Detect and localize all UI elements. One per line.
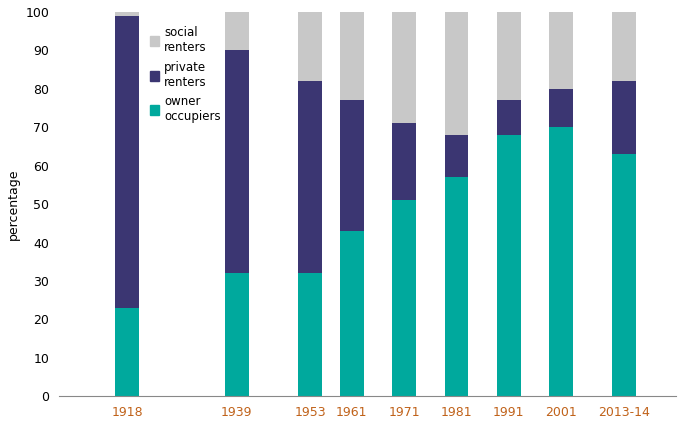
Bar: [549, 127, 573, 396]
Bar: [393, 12, 416, 124]
Bar: [445, 177, 469, 396]
Bar: [298, 12, 322, 81]
Bar: [340, 101, 363, 231]
Bar: [612, 154, 636, 396]
Bar: [115, 16, 139, 308]
Bar: [612, 12, 636, 81]
Bar: [497, 101, 520, 135]
Bar: [549, 89, 573, 127]
Legend: social
renters, private
renters, owner
occupiers: social renters, private renters, owner o…: [145, 22, 225, 128]
Bar: [340, 231, 363, 396]
Bar: [298, 81, 322, 273]
Y-axis label: percentage: percentage: [7, 168, 20, 240]
Bar: [612, 81, 636, 154]
Bar: [445, 135, 469, 177]
Bar: [549, 12, 573, 89]
Bar: [393, 124, 416, 200]
Bar: [225, 273, 249, 396]
Bar: [497, 135, 520, 396]
Bar: [393, 200, 416, 396]
Bar: [115, 308, 139, 396]
Bar: [225, 12, 249, 50]
Bar: [497, 12, 520, 101]
Bar: [340, 12, 363, 101]
Bar: [225, 50, 249, 273]
Bar: [445, 12, 469, 135]
Bar: [298, 273, 322, 396]
Bar: [115, 12, 139, 16]
